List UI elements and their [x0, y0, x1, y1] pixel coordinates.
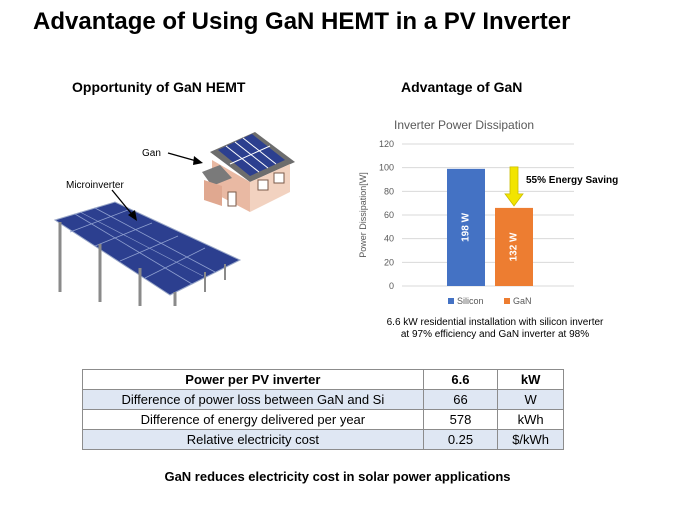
power-dissipation-chart: Inverter Power Dissipation 0 20 40 60 80 100 12… — [358, 118, 618, 306]
bar-silicon — [447, 168, 485, 286]
solar-panel-image — [53, 201, 242, 306]
table-cell: 0.25 — [422, 429, 499, 450]
table-header-cell: 6.6 — [422, 369, 499, 390]
table-cell: 66 — [422, 389, 499, 410]
table-cell: $/kWh — [497, 429, 564, 450]
y-tick-label: 0 — [389, 281, 394, 291]
y-tick-label: 20 — [384, 257, 394, 267]
solar-panel-house-image — [53, 132, 295, 306]
footer-text: GaN reduces electricity cost in solar po… — [164, 469, 511, 484]
table-cell: kWh — [497, 409, 564, 430]
table-row: Difference of energy delivered per year … — [82, 409, 564, 430]
legend-label-silicon: Silicon — [457, 296, 484, 306]
chart-caption-line-1: 6.6 kW residential installation with sil… — [386, 317, 604, 328]
table-header-cell: kW — [497, 369, 564, 390]
right-heading: Advantage of GaN — [401, 79, 523, 95]
energy-saving-annotation: 55% Energy Saving — [526, 175, 618, 186]
y-tick-label: 60 — [384, 210, 394, 220]
y-tick-label: 120 — [379, 139, 394, 149]
table-row: Relative electricity cost 0.25 $/kWh — [82, 429, 564, 450]
table-row: Difference of power loss between GaN and… — [82, 389, 564, 410]
comparison-table: Power per PV inverter 6.6 kW Difference … — [82, 369, 564, 450]
legend-swatch-gan — [504, 298, 510, 304]
table-cell: Difference of energy delivered per year — [82, 409, 424, 430]
table-cell: 578 — [422, 409, 499, 430]
y-tick-label: 40 — [384, 234, 394, 244]
gan-label: Gan — [142, 148, 161, 159]
bar-data-label: 132 W — [509, 232, 520, 261]
chart-title: Inverter Power Dissipation — [394, 118, 534, 132]
legend-label-gan: GaN — [513, 296, 532, 306]
house-image — [202, 132, 295, 212]
bar-gan — [495, 207, 533, 286]
page-title: Advantage of Using GaN HEMT in a PV Inve… — [33, 8, 571, 35]
y-tick-label: 100 — [379, 163, 394, 173]
y-tick-label: 80 — [384, 186, 394, 196]
y-axis-label: Power Dissipation[W] — [358, 172, 368, 258]
microinverter-label: Microinverter — [66, 180, 124, 191]
chart-caption: 6.6 kW residential installation with sil… — [360, 317, 630, 341]
energy-saving-arrow-icon — [504, 166, 524, 207]
solar-illustration: Gan Microinverter — [40, 120, 300, 315]
bar-data-label: 198 W — [461, 212, 472, 241]
table-cell: Relative electricity cost — [82, 429, 424, 450]
table-header-cell: Power per PV inverter — [82, 369, 424, 390]
left-heading: Opportunity of GaN HEMT — [72, 79, 246, 95]
table-cell: W — [497, 389, 564, 410]
table-header-row: Power per PV inverter 6.6 kW — [82, 369, 564, 390]
legend-swatch-silicon — [448, 298, 454, 304]
chart-caption-line-2: at 97% efficiency and GaN inverter at 98… — [400, 329, 590, 340]
table-cell: Difference of power loss between GaN and… — [82, 389, 424, 410]
